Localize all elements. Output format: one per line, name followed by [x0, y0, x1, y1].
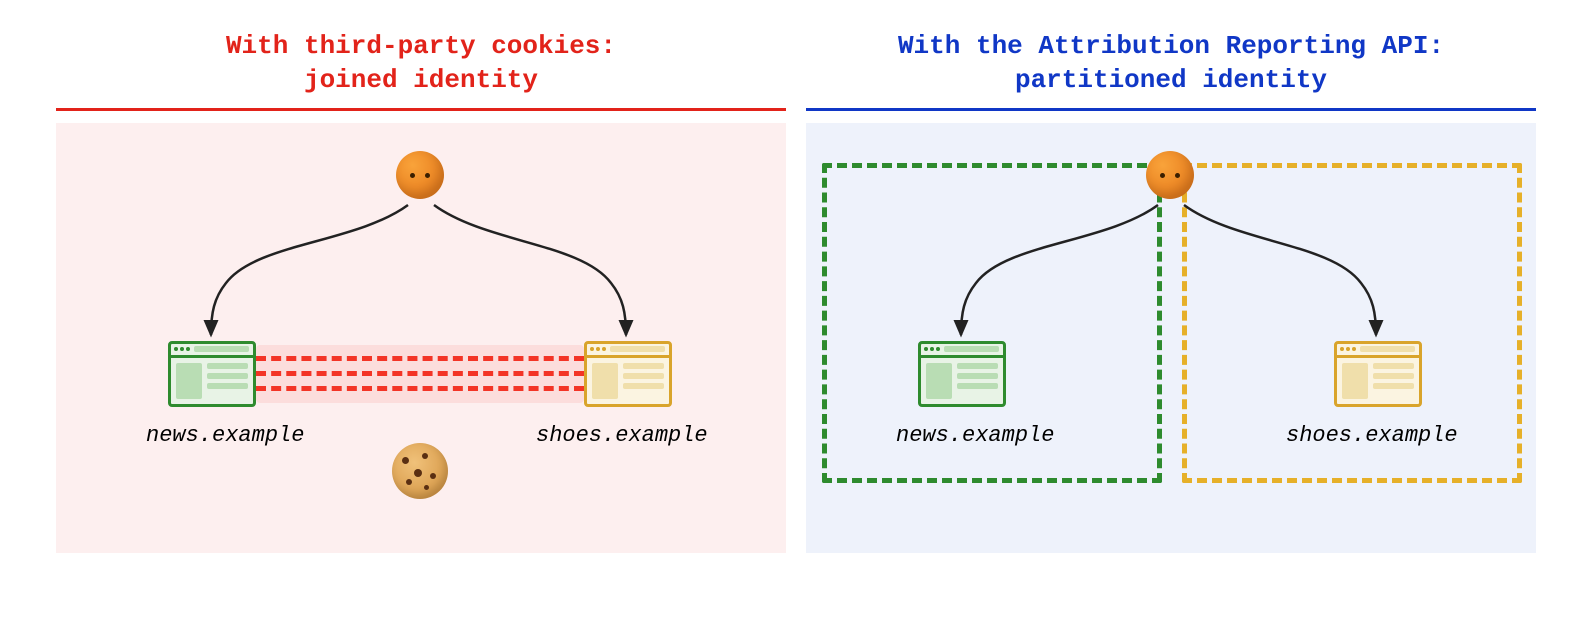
browser-shoes-right: [1334, 341, 1422, 407]
browser-shoes-left: [584, 341, 672, 407]
site-label-shoes-left: shoes.example: [536, 423, 708, 448]
panel-title-right: With the Attribution Reporting API: part…: [806, 30, 1536, 108]
cookie-icon: [392, 443, 448, 499]
site-label-news-left: news.example: [146, 423, 304, 448]
panel-partitioned: With the Attribution Reporting API: part…: [806, 30, 1536, 553]
panel-joined: With third-party cookies: joined identit…: [56, 30, 786, 553]
arrow-to-news-left: [211, 205, 408, 335]
panel-title-left: With third-party cookies: joined identit…: [56, 30, 786, 108]
user-face-icon: [1146, 151, 1194, 199]
panel-rule-right: [806, 108, 1536, 111]
panel-rule-left: [56, 108, 786, 111]
arrow-to-shoes-left: [434, 205, 626, 335]
site-label-news-right: news.example: [896, 423, 1054, 448]
browser-news-left: [168, 341, 256, 407]
site-label-shoes-right: shoes.example: [1286, 423, 1458, 448]
cookie-connection-lines: [256, 345, 584, 403]
panel-stage-right: news.example shoes.example: [806, 123, 1536, 553]
panel-stage-left: news.example shoes.example: [56, 123, 786, 553]
user-face-icon: [396, 151, 444, 199]
browser-news-right: [918, 341, 1006, 407]
